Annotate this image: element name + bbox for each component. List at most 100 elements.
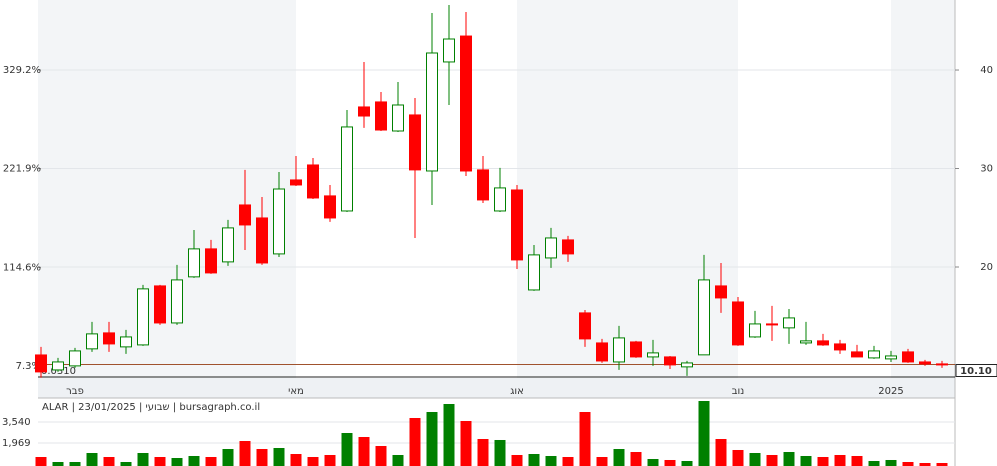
candle-body xyxy=(443,38,455,63)
volume-bar xyxy=(86,453,98,466)
candle-body xyxy=(307,164,319,199)
x-tick-label: 2025 xyxy=(878,386,903,397)
x-tick-label: פבר xyxy=(66,386,84,397)
candle-body xyxy=(103,332,115,345)
candle-body xyxy=(239,204,251,226)
volume-bar xyxy=(868,460,880,466)
candle-body xyxy=(324,195,336,219)
volume-bar xyxy=(579,411,591,466)
volume-tick-label: 1,969 xyxy=(2,438,31,449)
candle-body xyxy=(596,342,608,362)
x-tick-label: מאי xyxy=(288,386,304,397)
candle-body xyxy=(647,352,659,358)
volume-bar xyxy=(426,411,438,466)
volume-bar xyxy=(409,418,421,466)
candle-body xyxy=(35,354,47,373)
volume-bar xyxy=(545,455,557,466)
candle-body xyxy=(341,126,353,212)
candle-body xyxy=(851,351,863,358)
volume-bar xyxy=(817,456,829,466)
candle-body xyxy=(630,341,642,358)
volume-bar xyxy=(528,454,540,466)
x-tick-label: אוג xyxy=(510,386,524,397)
volume-bar xyxy=(188,455,200,466)
candle-body xyxy=(528,254,540,291)
volume-bar xyxy=(256,449,268,466)
volume-bar xyxy=(358,436,370,466)
volume-bar xyxy=(596,456,608,466)
volume-bar xyxy=(766,454,778,466)
candle-body xyxy=(919,361,931,365)
candle-body xyxy=(817,340,829,346)
band xyxy=(891,0,955,378)
candle-body xyxy=(613,337,625,363)
volume-bar xyxy=(69,462,81,466)
volume-bar xyxy=(732,449,744,466)
candle-body xyxy=(834,343,846,351)
candle-body xyxy=(205,248,217,274)
volume-bar xyxy=(273,448,285,466)
candle-body xyxy=(171,279,183,324)
candle-body xyxy=(120,336,132,348)
volume-bar xyxy=(800,455,812,466)
candle-body xyxy=(800,340,812,344)
volume-bar xyxy=(239,440,251,466)
x-tick-label: נוב xyxy=(732,386,745,397)
volume-bar xyxy=(494,439,506,466)
volume-bar xyxy=(936,463,948,466)
x-axis-strip xyxy=(38,378,955,398)
candle-body xyxy=(936,363,948,366)
volume-bar xyxy=(154,456,166,466)
candle-body xyxy=(460,35,472,172)
candle-body xyxy=(375,101,387,131)
volume-title: ALAR | 23/01/2025 | שבועי | bursagraph.c… xyxy=(42,402,260,413)
volume-bar xyxy=(562,456,574,466)
volume-bar xyxy=(307,456,319,466)
candle-body xyxy=(409,114,421,171)
volume-bar xyxy=(851,455,863,466)
candle-body xyxy=(392,104,404,132)
candle-body xyxy=(749,323,761,338)
volume-bar xyxy=(715,439,727,466)
candle-body xyxy=(698,279,710,356)
volume-bar xyxy=(103,456,115,466)
candle-body xyxy=(715,285,727,299)
candle-body xyxy=(494,187,506,212)
volume-bar xyxy=(443,404,455,466)
candle-body xyxy=(290,179,302,186)
volume-bar xyxy=(834,454,846,466)
candle-body xyxy=(579,312,591,340)
candle-body xyxy=(783,317,795,329)
candle-body xyxy=(222,227,234,263)
volume-bar xyxy=(919,463,931,466)
last-value-label: 10.10 xyxy=(960,366,992,377)
last-value-box xyxy=(955,364,997,378)
volume-bar xyxy=(885,459,897,466)
candle-body xyxy=(545,237,557,259)
candle-body xyxy=(69,350,81,367)
band xyxy=(738,0,891,378)
candle-body xyxy=(358,106,370,117)
candle-body xyxy=(137,288,149,346)
candle-body xyxy=(426,52,438,172)
volume-bar xyxy=(681,460,693,466)
candle-body xyxy=(154,285,166,324)
y-tick-label: 40 xyxy=(980,65,993,76)
y2-tick-label: 7.3% xyxy=(16,361,41,372)
volume-bar xyxy=(392,454,404,466)
volume-bar xyxy=(460,420,472,466)
candle-body xyxy=(681,362,693,368)
volume-bar xyxy=(324,454,336,466)
volume-bar xyxy=(205,456,217,466)
volume-bar xyxy=(137,453,149,466)
candle-body xyxy=(562,239,574,255)
volume-bar xyxy=(171,458,183,466)
volume-bar xyxy=(749,453,761,466)
volume-bar xyxy=(222,449,234,466)
volume-tick-label: 3,540 xyxy=(2,417,31,428)
volume-bar xyxy=(477,439,489,466)
y2-tick-label: 329.2% xyxy=(3,65,41,76)
volume-bar xyxy=(902,462,914,466)
volume-bar xyxy=(375,445,387,466)
